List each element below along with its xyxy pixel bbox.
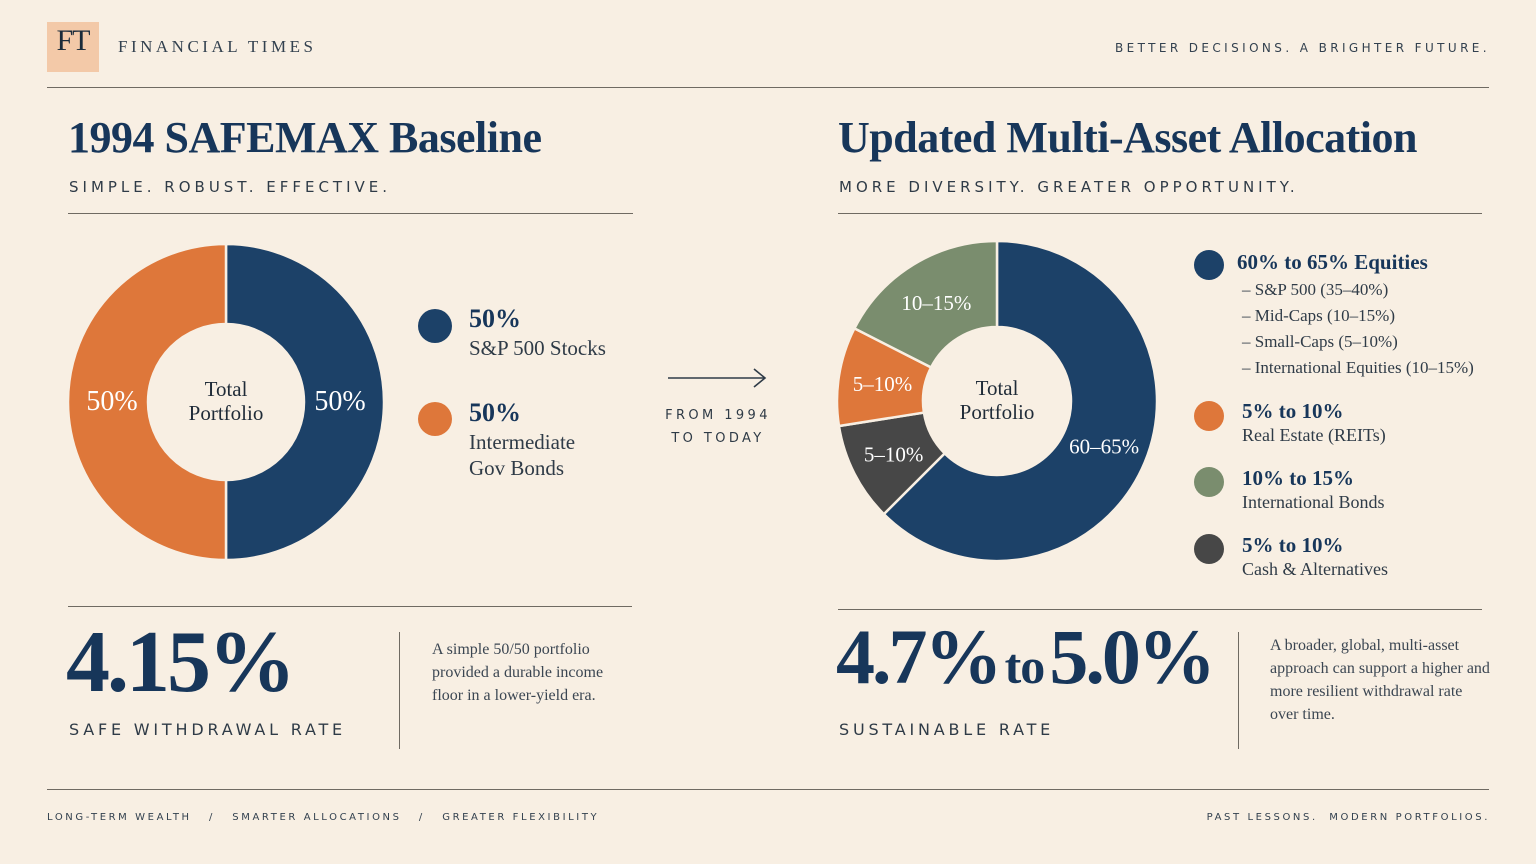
legend-dot-intl-bonds [1194,467,1224,497]
donut-center-label: Portfolio [189,401,264,425]
baseline-rate-label: SAFE WITHDRAWAL RATE [69,720,346,739]
legend-label-reits: Real Estate (REITs) [1242,425,1386,445]
donut-slice-stocks [224,242,386,562]
arrow-caption: FROM 1994 TO TODAY [654,404,782,450]
legend-pct-cash: 5% to 10% [1242,533,1344,557]
baseline-donut-chart: Total Portfolio 50% 50% [66,242,386,562]
legend-pct-equities: 60% to 65% Equities [1237,250,1428,274]
legend-dot-equities [1194,250,1224,280]
right-bottom-divider [838,609,1482,610]
legend-label-intl-bonds: International Bonds [1242,492,1385,512]
legend-subitem: – International Equities (10–15%) [1242,358,1474,377]
sustainable-note: A broader, global, multi-asset approach … [1270,637,1490,723]
sustainable-rate: 4.7% to 5.0% [836,612,1216,702]
arrow-right-icon [668,368,767,388]
left-title-divider [68,213,633,214]
legend-subitem: – Small-Caps (5–10%) [1242,332,1398,351]
donut-data-label-stocks: 50% [314,386,365,417]
donut-data-label-intl-bonds: 10–15% [901,291,971,315]
legend-pct-stocks: 50% [469,304,521,333]
donut-data-label-bonds: 50% [86,386,137,417]
donut-slice-bonds [66,242,228,562]
baseline-rate: 4.15% [66,614,296,711]
legend-label-bonds: Gov Bonds [469,456,565,480]
arrow-caption-line: FROM 1994 [665,408,771,423]
legend-dot-cash [1194,534,1224,564]
ft-logo: FT [47,22,99,72]
footer-left: LONG-TERM WEALTH / SMARTER ALLOCATIONS /… [47,812,600,823]
legend-label-stocks: S&P 500 Stocks [469,336,606,360]
rate-to-word: to [1004,638,1046,694]
donut-data-label-reits: 5–10% [853,372,913,396]
donut-slice-intl-bonds [852,239,999,370]
rate-from: 4.7% [836,613,1002,700]
legend-subitem: – Mid-Caps (10–15%) [1242,306,1395,325]
right-subtitle: MORE DIVERSITY. GREATER OPPORTUNITY. [839,178,1299,196]
legend-pct-reits: 5% to 10% [1242,399,1344,423]
left-title: 1994 SAFEMAX Baseline [68,113,542,162]
arrow-caption-line: TO TODAY [671,431,765,446]
multi-asset-donut-chart: Total Portfolio 60–65% 5–10% 5–10% 10–15% [835,239,1159,563]
right-title: Updated Multi-Asset Allocation [838,113,1418,162]
donut-center-label: Total [976,376,1019,400]
header-divider [47,87,1489,88]
donut-center-label: Total [205,377,248,401]
donut-slice-equities [882,239,1159,563]
legend-pct-bonds: 50% [469,398,521,427]
footer-right: PAST LESSONS. MODERN PORTFOLIOS. [1206,812,1490,823]
left-subtitle: SIMPLE. ROBUST. EFFECTIVE. [69,178,392,196]
baseline-note: A simple 50/50 portfolio provided a dura… [432,641,604,704]
legend-label-cash: Cash & Alternatives [1242,559,1388,579]
right-bottom-vline [1238,632,1239,749]
legend-dot-bonds [418,402,452,436]
brand-name: FINANCIAL TIMES [118,37,317,56]
right-title-divider [838,213,1482,214]
sustainable-rate-label: SUSTAINABLE RATE [839,720,1055,739]
legend-dot-stocks [418,309,452,343]
donut-data-label-equities: 60–65% [1069,434,1139,458]
legend-pct-intl-bonds: 10% to 15% [1242,466,1354,490]
donut-data-label-cash: 5–10% [864,443,924,467]
rate-to: 5.0% [1049,613,1215,700]
legend-label-bonds: Intermediate [469,430,576,454]
header-tagline: BETTER DECISIONS. A BRIGHTER FUTURE. [1114,41,1490,55]
legend-dot-reits [1194,401,1224,431]
legend-subitem: – S&P 500 (35–40%) [1242,280,1389,299]
donut-center-label: Portfolio [960,400,1035,424]
left-bottom-vline [399,632,400,749]
footer-divider [47,789,1489,790]
left-bottom-divider [68,606,632,607]
